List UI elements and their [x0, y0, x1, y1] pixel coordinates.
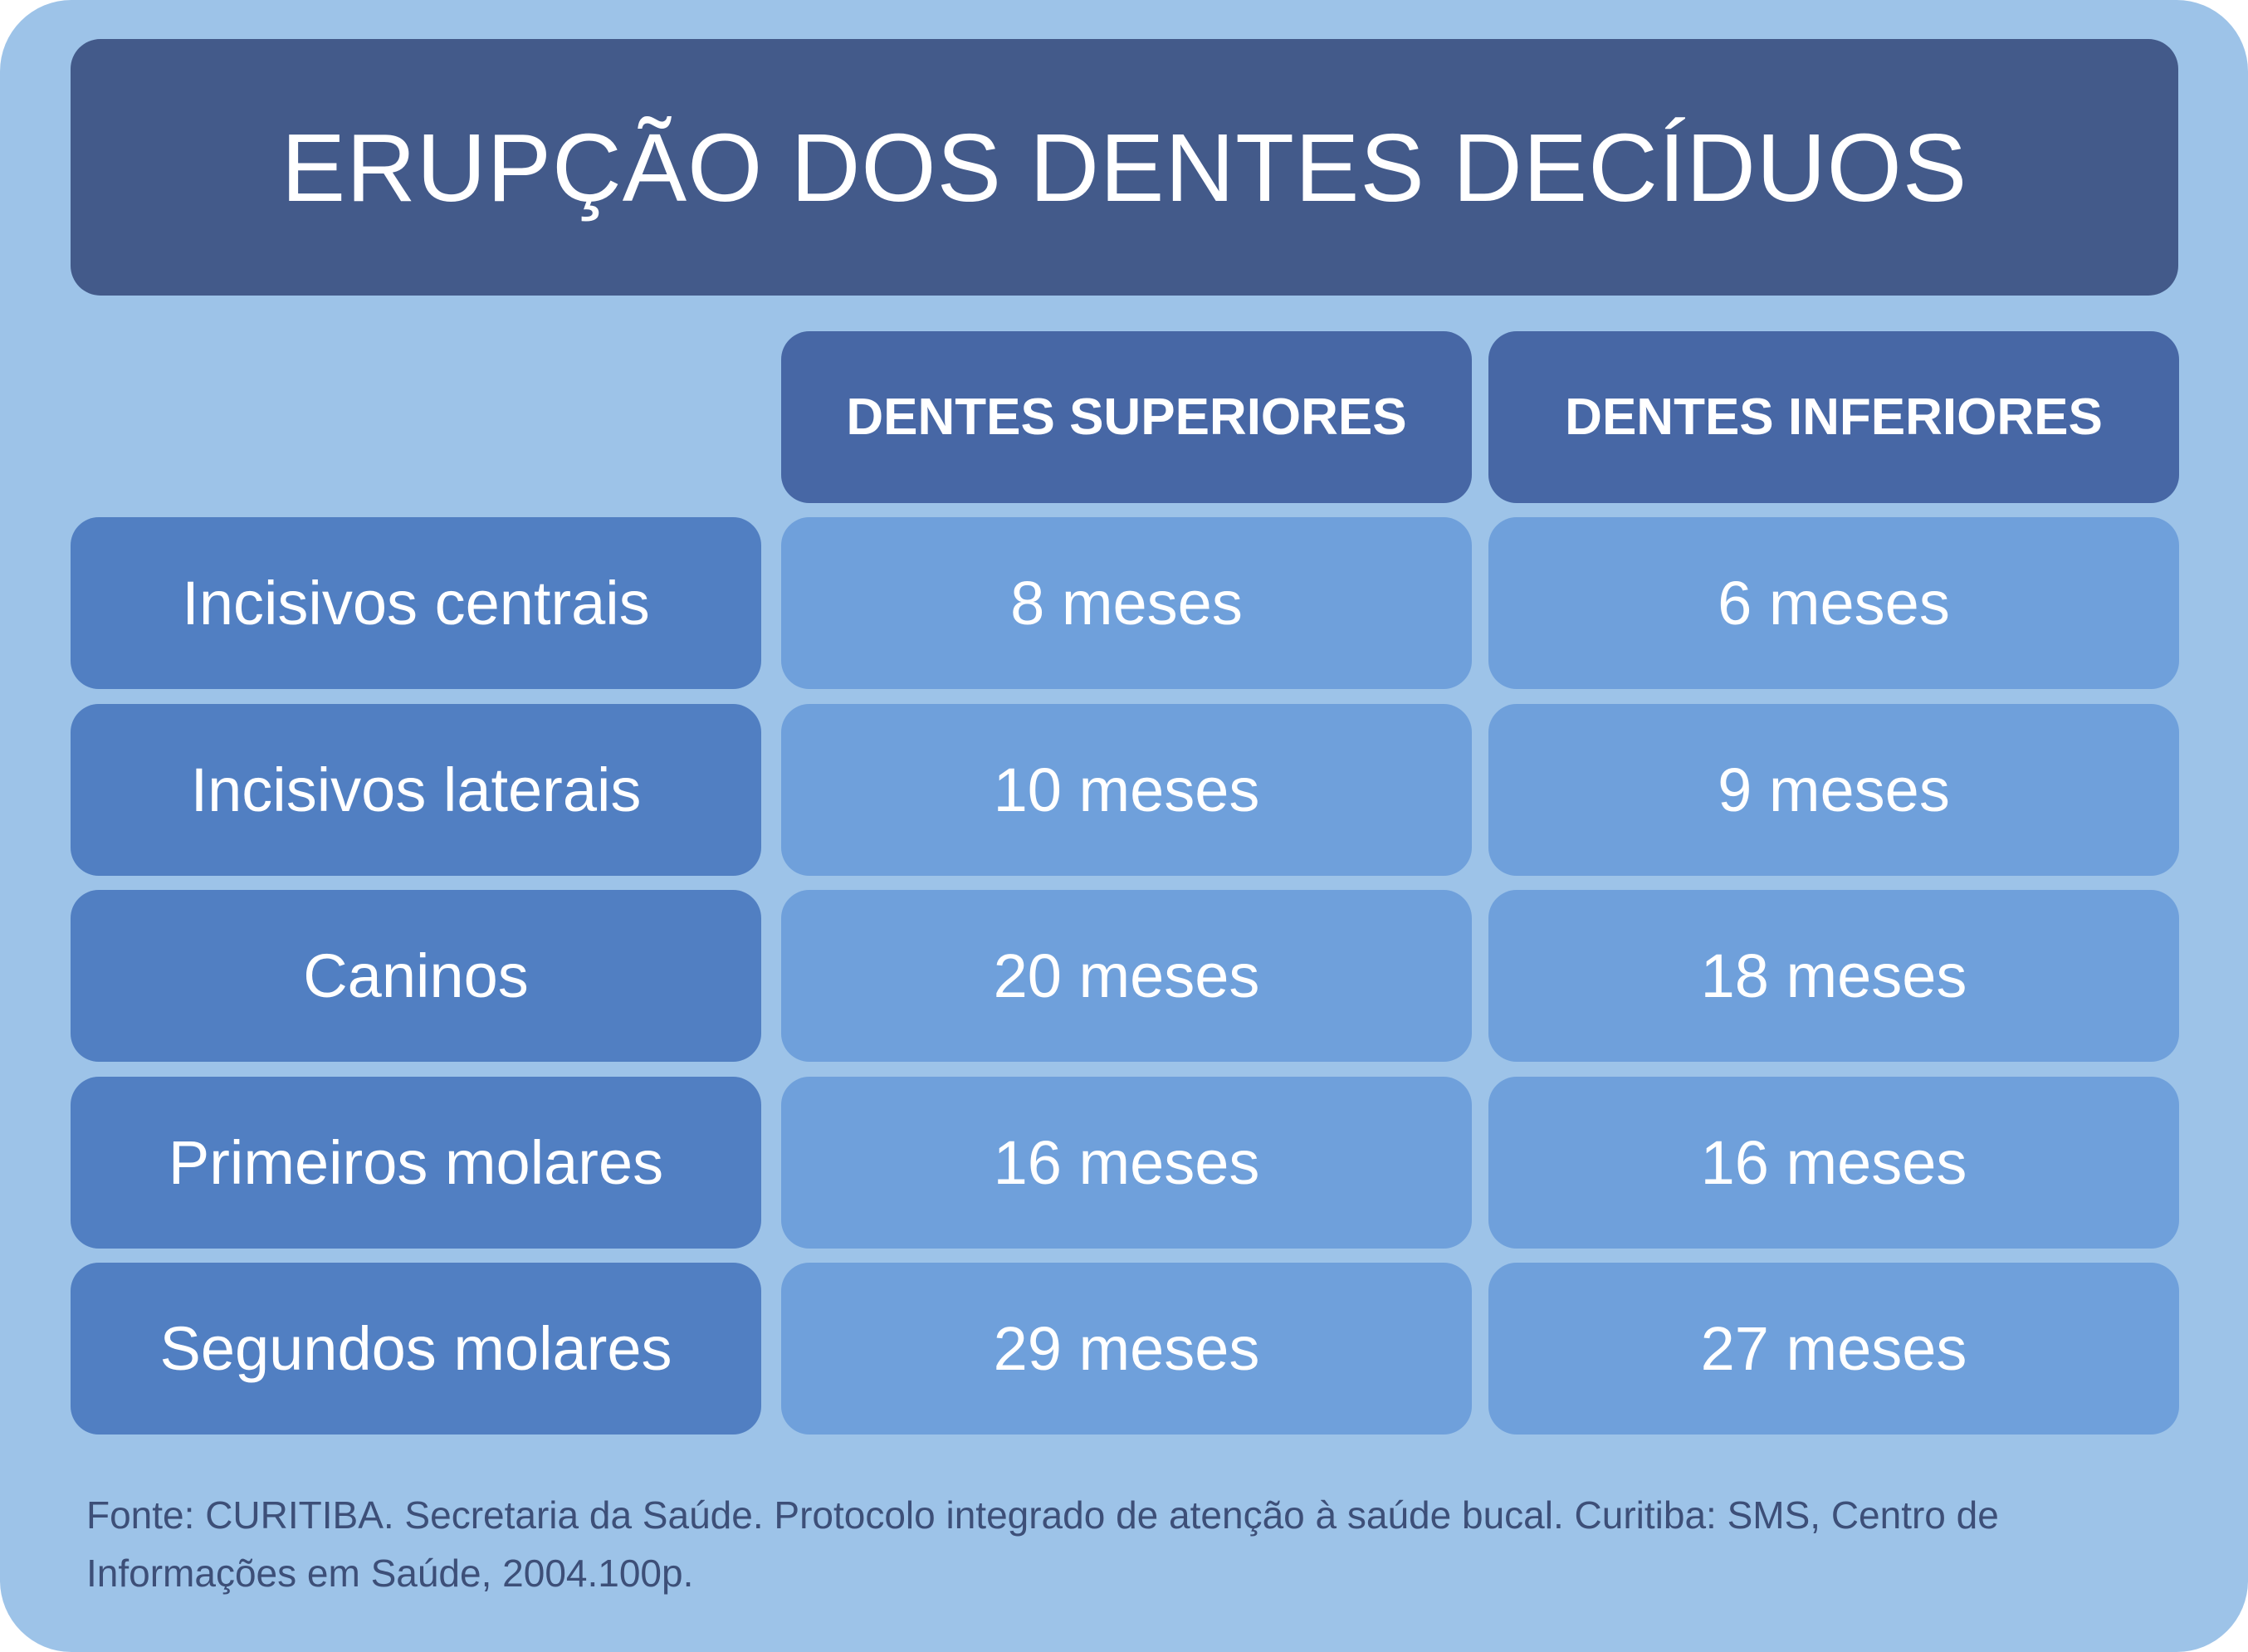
- cell: 6 meses: [1488, 517, 2179, 689]
- cell: 20 meses: [781, 890, 1472, 1062]
- cell: 16 meses: [781, 1076, 1472, 1249]
- cell: 18 meses: [1488, 890, 2179, 1062]
- row-label: Primeiros molares: [71, 1076, 761, 1249]
- column-header: DENTES INFERIORES: [1488, 331, 2179, 503]
- source-note: Fonte: CURITIBA. Secretaria da Saúde. Pr…: [86, 1493, 1999, 1595]
- row-label: Segundos molares: [71, 1263, 761, 1435]
- row-label: Incisivos laterais: [71, 703, 761, 876]
- cell: 27 meses: [1488, 1263, 2179, 1435]
- cell: 9 meses: [1488, 703, 2179, 876]
- cell: 29 meses: [781, 1263, 1472, 1435]
- cell: 16 meses: [1488, 1076, 2179, 1249]
- column-header: DENTES SUPERIORES: [781, 331, 1472, 503]
- cell: 10 meses: [781, 703, 1472, 876]
- row-label: Incisivos centrais: [71, 517, 761, 689]
- title: ERUPÇÃO DOS DENTES DECÍDUOS: [71, 39, 2178, 296]
- row-label: Caninos: [71, 890, 761, 1062]
- cell: 8 meses: [781, 517, 1472, 689]
